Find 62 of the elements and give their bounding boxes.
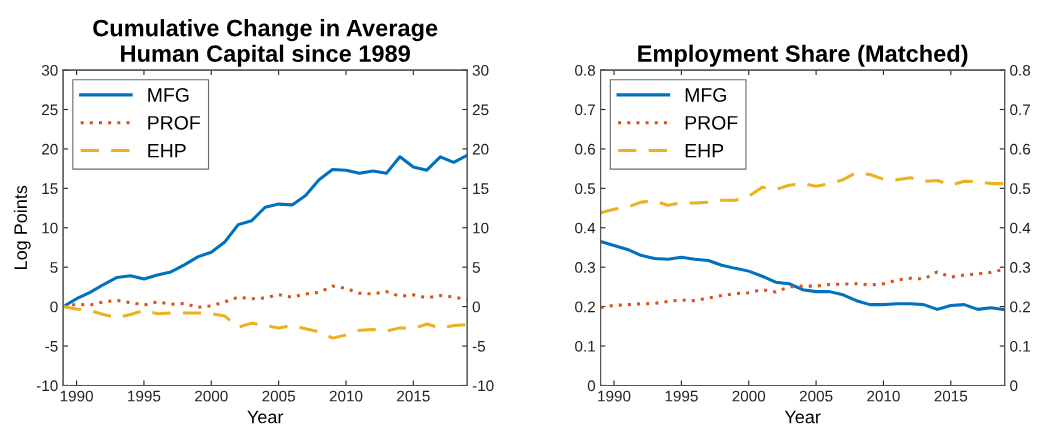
y2-tick-label: 0 [472,301,480,313]
y2-tick-label: 0 [1010,380,1018,392]
x-tick-label: 1995 [665,390,698,402]
x-tick-label: 1990 [598,390,631,402]
y-tick-label: 0 [50,301,58,313]
y-tick-label: 0.7 [575,104,595,116]
legend-label: MFG [685,88,726,102]
y-tick-label: 10 [42,222,58,234]
y2-tick-label: 0.1 [1010,340,1031,352]
y-tick-label: -10 [36,380,58,392]
legend-label: EHP [148,143,186,158]
y-tick-label: 5 [50,262,58,273]
y2-tick-label: 0.7 [1010,104,1030,116]
y-tick-label: 25 [42,104,58,116]
y-tick-label: 0.6 [575,143,596,155]
y-tick-label: 0.2 [575,301,595,313]
y-tick-label: 0.1 [575,340,595,352]
line-series [600,171,1005,215]
x-axis-title: Year [247,410,284,424]
y-tick-label: -5 [45,341,58,352]
y2-tick-label: 15 [473,183,489,195]
y2-tick-label: 20 [472,143,489,155]
x-tick-label: 1995 [128,390,161,402]
y-tick-label: 0.4 [575,222,596,234]
y2-tick-label: 0.6 [1010,143,1031,155]
x-tick-label: 1990 [60,390,93,402]
y2-tick-label: -10 [472,380,494,392]
x-tick-label: 2010 [867,390,900,402]
legend-label: EHP [685,143,724,158]
x-tick-label: 2010 [329,390,363,402]
y2-tick-label: 25 [472,104,489,116]
x-tick-label: 2005 [262,390,295,402]
legend-label: PROF [685,115,738,130]
y-tick-label: 15 [42,183,58,195]
y2-tick-label: 0.8 [1010,64,1031,76]
x-axis-title: Year [784,410,821,424]
y-tick-label: 0.8 [575,64,596,76]
chart-title: Employment Share (Matched) [638,44,968,67]
y2-tick-label: 10 [473,222,489,234]
y2-tick-label: 0.3 [1010,262,1031,273]
y-tick-label: 20 [42,143,58,155]
y-axis-title: Log Points [13,185,31,269]
y2-tick-label: 30 [472,64,489,76]
y-tick-label: 0.5 [575,183,596,195]
y2-tick-label: 5 [472,262,480,273]
legend-label: PROF [148,115,200,130]
y2-tick-label: 0.2 [1010,301,1030,313]
y-tick-label: 30 [41,64,58,76]
x-tick-label: 2000 [195,390,228,402]
legend-label: MFG [148,88,189,102]
x-tick-label: 2000 [732,390,766,402]
x-tick-label: 2015 [934,390,968,402]
x-tick-label: 2015 [397,390,430,402]
y2-tick-label: -5 [472,341,486,352]
y-tick-label: 0 [587,380,596,392]
x-tick-label: 2005 [799,390,833,402]
line-series [600,240,1005,312]
y-tick-label: 0.3 [575,262,596,273]
y2-tick-label: 0.4 [1010,222,1031,234]
chart-title: Cumulative Change in Average Human Capital since 1989 [93,19,438,67]
y2-tick-label: 0.5 [1010,183,1031,195]
line-series [63,305,468,340]
